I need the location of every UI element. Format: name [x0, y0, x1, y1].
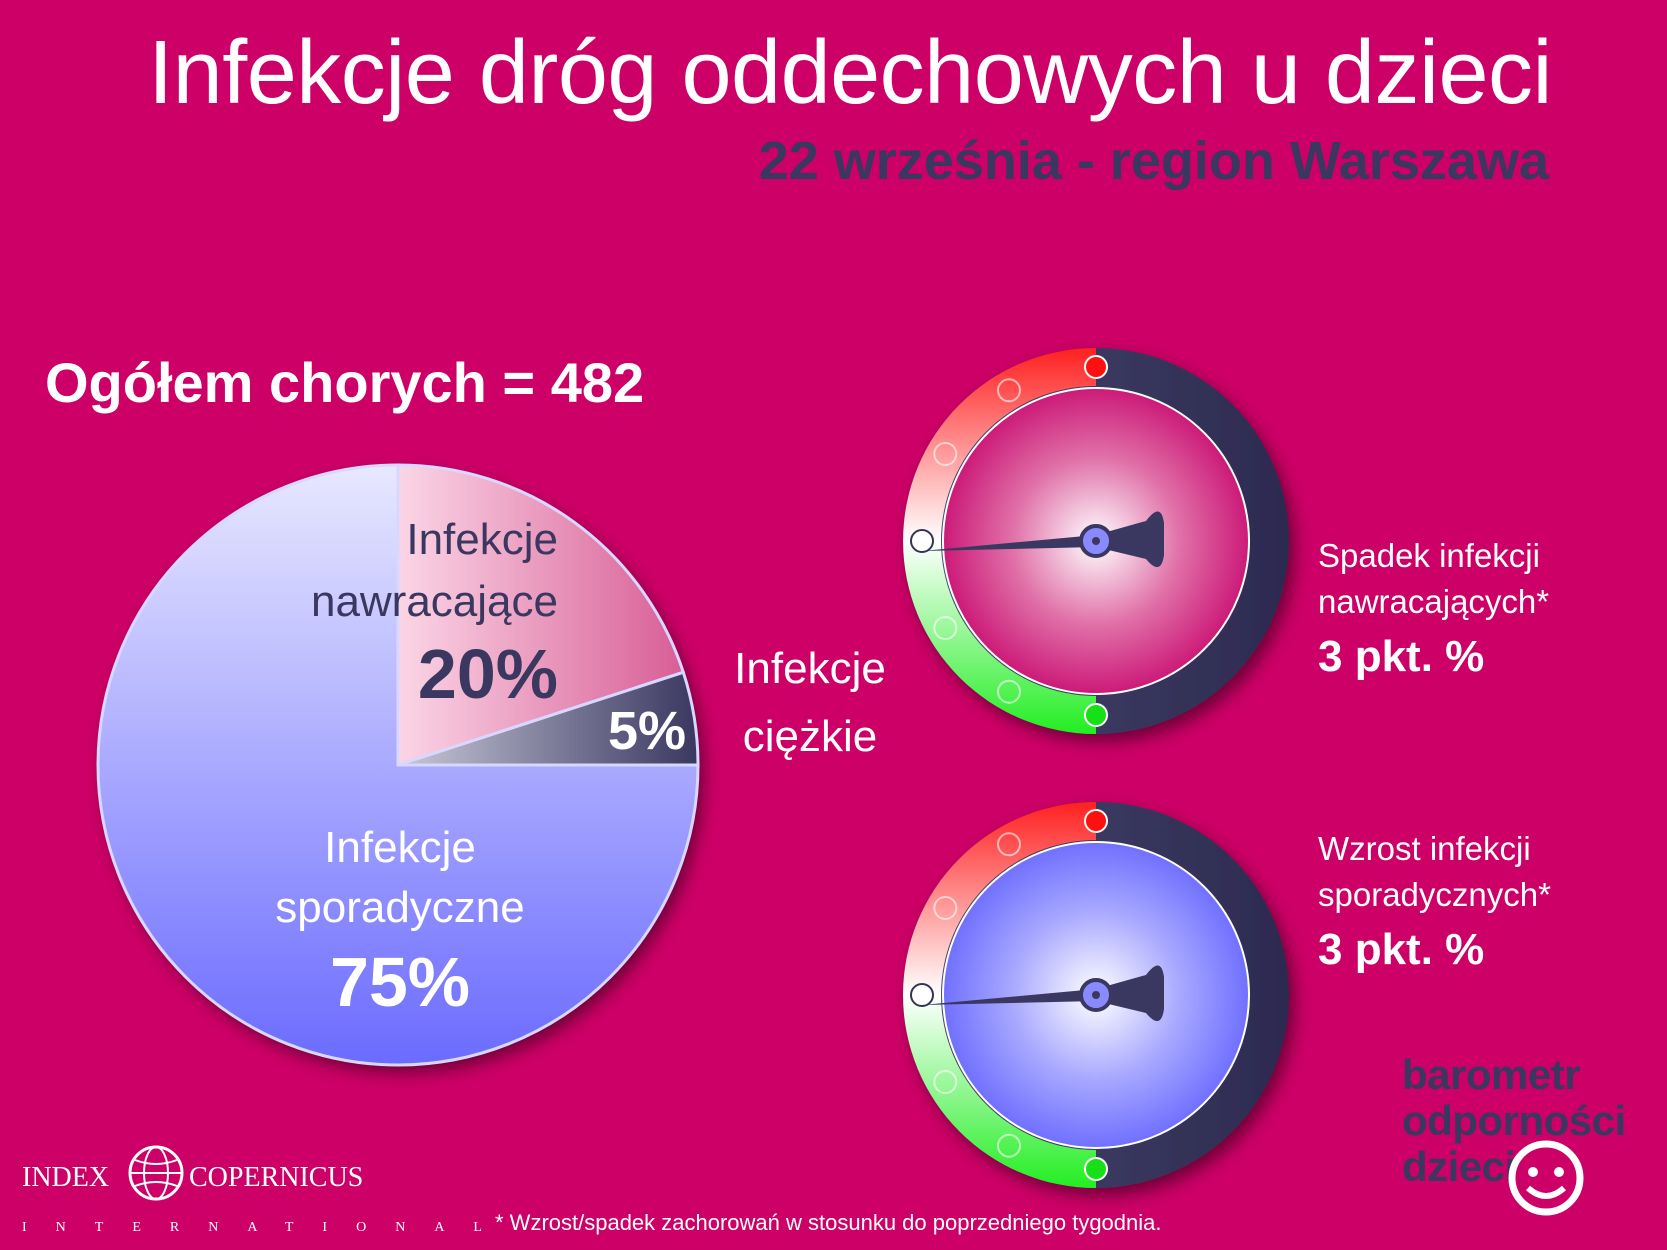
gauge-tick — [933, 1070, 958, 1094]
logo-index-text: INDEX — [22, 1162, 110, 1193]
gauge-tick — [933, 896, 958, 920]
gauge-tick — [910, 529, 934, 553]
gauge-hub-center — [1092, 991, 1100, 999]
gauge-tick — [1084, 355, 1108, 379]
severe-caption-line2: ciężkie — [742, 712, 878, 761]
severe-caption: Infekcje ciężkie — [700, 635, 920, 771]
gauge-tick — [997, 1133, 1021, 1158]
recurring-percent: 20% — [418, 635, 558, 713]
gauge-tick — [1084, 1157, 1108, 1181]
smiley-icon — [1508, 1140, 1584, 1216]
gauge-sporadic-line2: sporadycznych* — [1318, 876, 1551, 913]
brand-logo: barometr odporności dzieci — [1402, 1052, 1626, 1190]
gauge-sporadic — [903, 802, 1289, 1188]
gauge-recurring-caption: Spadek infekcji nawracających* 3 pkt. % — [1318, 533, 1549, 689]
gauge-recurring-line1: Spadek infekcji — [1318, 537, 1540, 574]
page-subtitle: 22 września - region Warszawa — [758, 131, 1549, 191]
gauge-tick — [910, 983, 934, 1007]
brand-line3: dzieci — [1402, 1143, 1516, 1190]
gauge-tick — [933, 442, 958, 466]
sporadic-label-line2: sporadyczne — [275, 883, 524, 932]
pie-slice-recurring — [396, 463, 686, 768]
pie-slice-sporadic — [96, 463, 700, 1067]
gauge-tick — [1084, 809, 1108, 833]
gauge-tick — [997, 832, 1021, 857]
total-patients: Ogółem chorych = 482 — [45, 351, 645, 414]
gauge-hub-center — [1092, 537, 1100, 545]
brand-line1: barometr — [1402, 1051, 1581, 1098]
severe-caption-line1: Infekcje — [734, 644, 886, 693]
gauge-sporadic-line1: Wzrost infekcji — [1318, 830, 1531, 867]
sporadic-percent: 75% — [330, 943, 470, 1021]
gauge-tick — [997, 378, 1021, 403]
gauge-recurring-value: 3 pkt. % — [1318, 632, 1485, 681]
pie-slices — [96, 463, 700, 1067]
logo-copernicus-text: COPERNICUS — [189, 1162, 364, 1193]
sporadic-label-line1: Infekcje — [324, 823, 476, 872]
gauge-recurring-line2: nawracających* — [1318, 583, 1550, 620]
globe-icon — [128, 1145, 184, 1201]
footnote: * Wzrost/spadek zachorowań w stosunku do… — [495, 1210, 1162, 1235]
gauge-tick — [933, 616, 958, 640]
gauge-needle — [922, 511, 1164, 568]
severe-percent: 5% — [608, 701, 686, 761]
gauge-recurring — [903, 348, 1289, 734]
recurring-label-line1: Infekcje — [406, 515, 558, 564]
gauge-sporadic-value: 3 pkt. % — [1318, 925, 1485, 974]
page-title: Infekcje dróg oddechowych u dzieci — [148, 23, 1552, 123]
brand-line2: odporności — [1402, 1097, 1626, 1144]
logo-international-text: INTERNATIONAL — [22, 1220, 511, 1235]
recurring-label-line2: nawracające — [311, 577, 558, 626]
gauge-sporadic-caption: Wzrost infekcji sporadycznych* 3 pkt. % — [1318, 826, 1551, 982]
gauge-tick — [1084, 703, 1108, 727]
gauge-tick — [997, 679, 1021, 704]
gauge-needle — [922, 965, 1164, 1022]
